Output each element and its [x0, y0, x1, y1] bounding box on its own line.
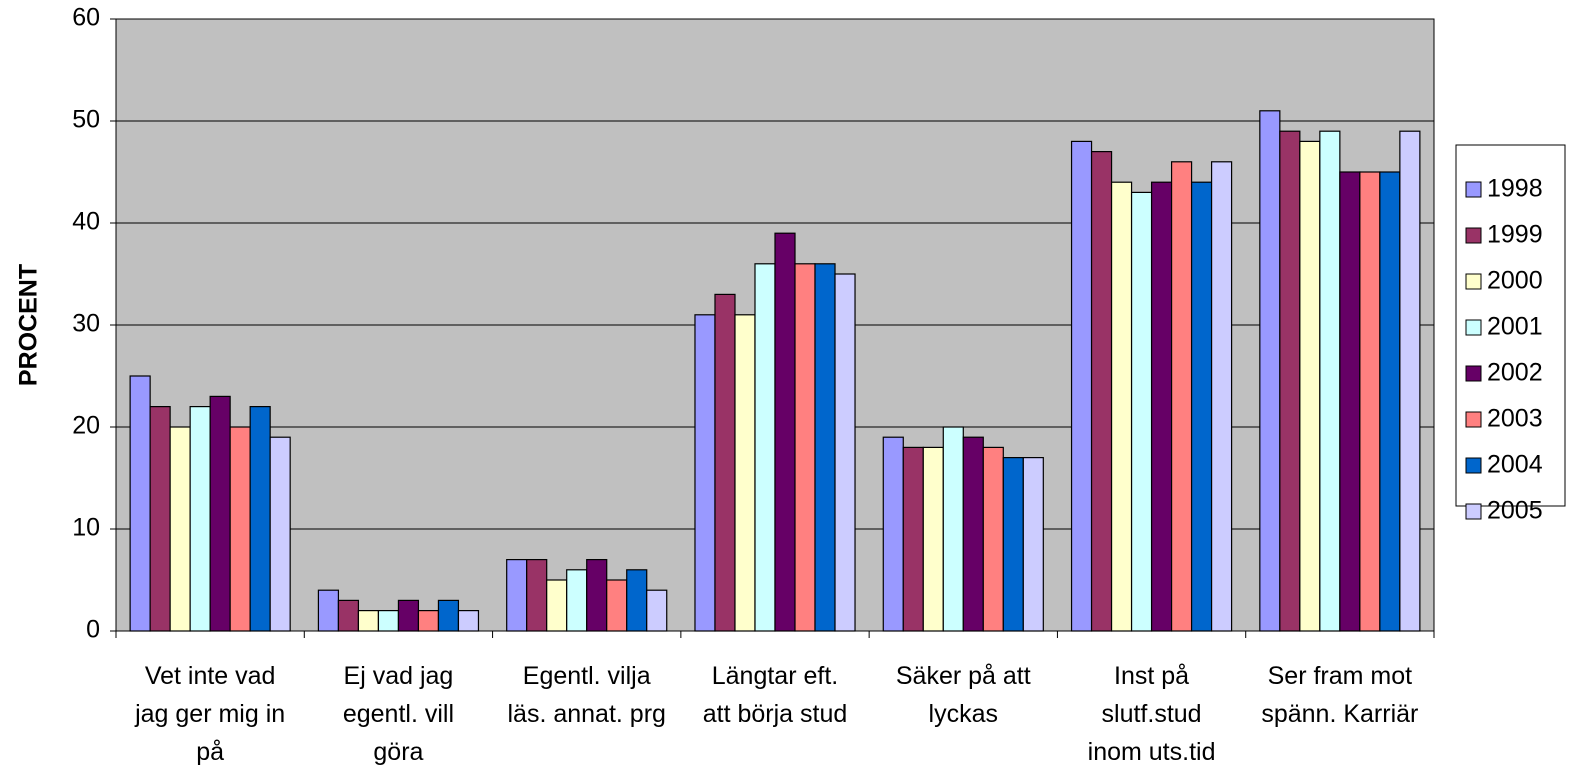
- bar: [566, 569, 588, 632]
- bar: [814, 263, 836, 632]
- legend-label: 1999: [1487, 221, 1543, 249]
- y-tick-label: 20: [72, 412, 100, 440]
- bar: [754, 263, 776, 632]
- bar: [1150, 181, 1173, 632]
- bar: [1070, 140, 1093, 632]
- legend-box: [1455, 144, 1566, 507]
- bar: [269, 436, 291, 632]
- bar: [902, 446, 924, 632]
- bar: [1190, 181, 1213, 632]
- bar: [1299, 140, 1321, 632]
- legend-label: 2000: [1487, 267, 1543, 295]
- bar: [982, 446, 1004, 632]
- x-tick-label: Egentl. vilja läs. annat. prg: [507, 662, 665, 728]
- bar: [606, 579, 628, 632]
- legend-label: 2005: [1487, 497, 1543, 525]
- y-axis-label: PROCENT: [15, 264, 43, 386]
- bar: [714, 293, 736, 632]
- bar: [882, 436, 904, 632]
- bar: [317, 589, 340, 632]
- legend-swatch: [1465, 319, 1482, 336]
- bar: [189, 406, 211, 632]
- y-tick-label: 30: [72, 310, 100, 338]
- legend-label: 1998: [1487, 175, 1543, 203]
- bar: [249, 406, 271, 632]
- bar: [774, 232, 796, 632]
- legend-label: 2002: [1487, 359, 1543, 387]
- x-tick-label: Inst på slutf.stud inom uts.tid: [1088, 662, 1216, 766]
- y-tick-label: 40: [72, 208, 100, 236]
- bar: [1170, 161, 1193, 632]
- x-tick-label: Ej vad jag egentl. vill göra: [343, 662, 454, 766]
- legend-label: 2003: [1487, 405, 1543, 433]
- bar: [922, 446, 944, 632]
- bar: [942, 426, 964, 632]
- y-tick-label: 60: [72, 4, 100, 32]
- bar: [626, 569, 648, 632]
- bar: [437, 599, 460, 632]
- legend-swatch: [1465, 365, 1482, 382]
- bar: [506, 558, 528, 632]
- bar: [1339, 171, 1361, 632]
- legend-swatch: [1465, 457, 1482, 474]
- bar: [1090, 151, 1113, 632]
- y-tick-label: 50: [72, 106, 100, 134]
- bar: [149, 406, 171, 632]
- legend-label: 2004: [1487, 451, 1543, 479]
- x-tick-label: Ser fram mot spänn. Karriär: [1261, 662, 1418, 728]
- bar: [734, 314, 756, 632]
- bar: [209, 395, 231, 632]
- bar: [794, 263, 816, 632]
- bar: [694, 314, 716, 632]
- legend-swatch: [1465, 227, 1482, 244]
- bar: [962, 436, 984, 632]
- bar: [169, 426, 191, 632]
- legend-swatch: [1465, 503, 1482, 520]
- bar: [457, 609, 480, 632]
- bar: [1319, 130, 1341, 632]
- bar: [229, 426, 251, 632]
- bar: [1210, 161, 1233, 632]
- bar: [1259, 110, 1281, 632]
- x-tick-label: Säker på att lyckas: [896, 662, 1031, 728]
- legend-swatch: [1465, 273, 1482, 290]
- bar: [1279, 130, 1301, 632]
- bar: [1359, 171, 1381, 632]
- bar: [1022, 457, 1044, 632]
- bar: [417, 609, 440, 632]
- legend-swatch: [1465, 411, 1482, 428]
- bar: [1130, 191, 1153, 632]
- bar: [377, 609, 400, 632]
- bar: [1379, 171, 1401, 632]
- y-tick-label: 0: [86, 616, 100, 644]
- bar: [337, 599, 360, 632]
- bar: [1110, 181, 1133, 632]
- bar: [1399, 130, 1421, 632]
- bar: [129, 375, 151, 632]
- legend-swatch: [1465, 181, 1482, 198]
- bar: [646, 589, 668, 632]
- y-tick-label: 10: [72, 514, 100, 542]
- bar: [546, 579, 568, 632]
- legend-label: 2001: [1487, 313, 1543, 341]
- bar: [526, 558, 548, 632]
- bar: [834, 273, 856, 632]
- bar: [357, 609, 380, 632]
- x-tick-label: Längtar eft. att börja stud: [703, 662, 848, 728]
- bar: [586, 558, 608, 632]
- x-tick-label: Vet inte vad jag ger mig in på: [134, 662, 285, 766]
- bar: [397, 599, 420, 632]
- bar: [1002, 457, 1024, 632]
